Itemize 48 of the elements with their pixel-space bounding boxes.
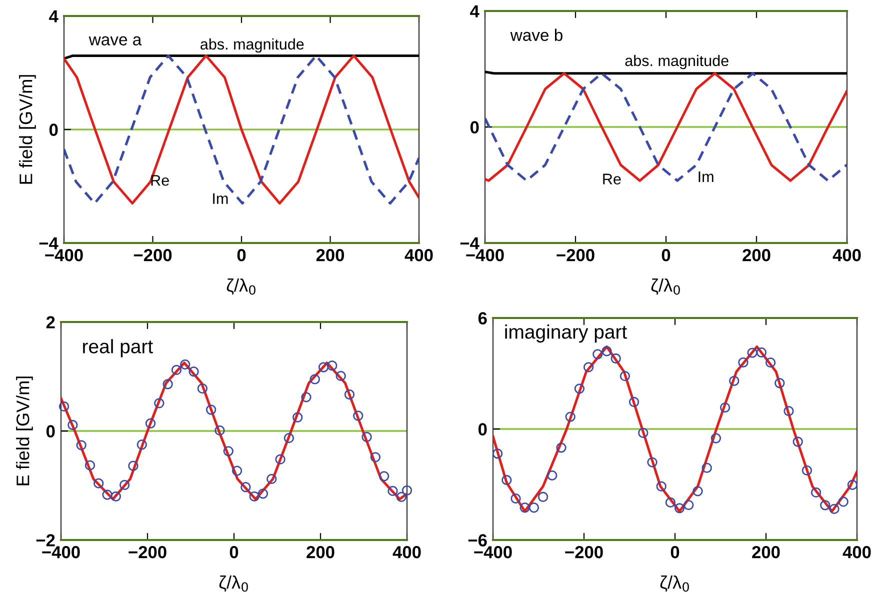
x-tick-label: −400 — [466, 249, 504, 262]
x-tick-label: 0 — [237, 249, 246, 262]
x-tick-label: 200 — [306, 546, 334, 558]
y-tick-label: 0 — [470, 121, 479, 134]
x-tick-label: 0 — [670, 546, 680, 558]
y-tick-label: 0 — [46, 425, 55, 438]
x-axis-title: ζ/λ$_{0}$ — [651, 278, 680, 295]
x-tick-label: 0 — [662, 249, 670, 262]
y-tick-label: 0 — [49, 124, 58, 136]
y-tick-label: 6 — [478, 312, 487, 324]
x-tick-label: 200 — [752, 546, 780, 558]
x-tick-label: −400 — [42, 546, 80, 558]
annotation: wave a — [88, 36, 142, 46]
x-tick-label: 400 — [832, 249, 861, 262]
annotation: Re — [603, 174, 621, 184]
y-tick-label: −2 — [36, 534, 55, 546]
x-tick-label: −200 — [556, 249, 594, 262]
annotation: Im — [213, 193, 228, 204]
x-axis-title: ζ/λ$_{0}$ — [660, 576, 689, 592]
annotation: Im — [698, 171, 714, 182]
x-tick-label: 0 — [230, 546, 238, 558]
annotation: real part — [83, 339, 153, 358]
x-tick-label: −200 — [134, 249, 172, 262]
y-tick-label: 0 — [478, 423, 487, 436]
y-tick-label: 2 — [46, 316, 55, 328]
x-tick-label: 200 — [316, 249, 344, 262]
x-tick-label: 400 — [392, 546, 421, 558]
x-tick-label: 400 — [842, 546, 871, 558]
annotation: Re — [151, 175, 169, 186]
y-tick-label: −4 — [39, 237, 58, 250]
x-axis-title: ζ/λ$_{0}$ — [226, 278, 256, 295]
annotation: imaginary part — [505, 324, 627, 343]
y-tick-label: 4 — [470, 5, 480, 18]
x-tick-label: −200 — [565, 546, 603, 558]
annotation: abs. magnitude — [200, 38, 304, 53]
x-tick-label: 200 — [742, 249, 770, 262]
y-axis-title: E field [GV/m] — [16, 376, 33, 486]
x-axis-title: ζ/λ$_{0}$ — [219, 576, 248, 592]
y-tick-label: −4 — [460, 237, 480, 250]
x-tick-label: 400 — [404, 249, 433, 262]
annotation: abs. magnitude — [625, 54, 728, 70]
x-tick-label: −400 — [45, 249, 83, 262]
annotation: wave b — [510, 28, 562, 41]
y-tick-label: −6 — [468, 534, 487, 546]
y-tick-label: 4 — [49, 10, 58, 22]
y-axis-title: E field [GV/m] — [19, 75, 36, 184]
x-tick-label: −200 — [128, 546, 166, 558]
x-tick-label: −400 — [474, 546, 512, 558]
